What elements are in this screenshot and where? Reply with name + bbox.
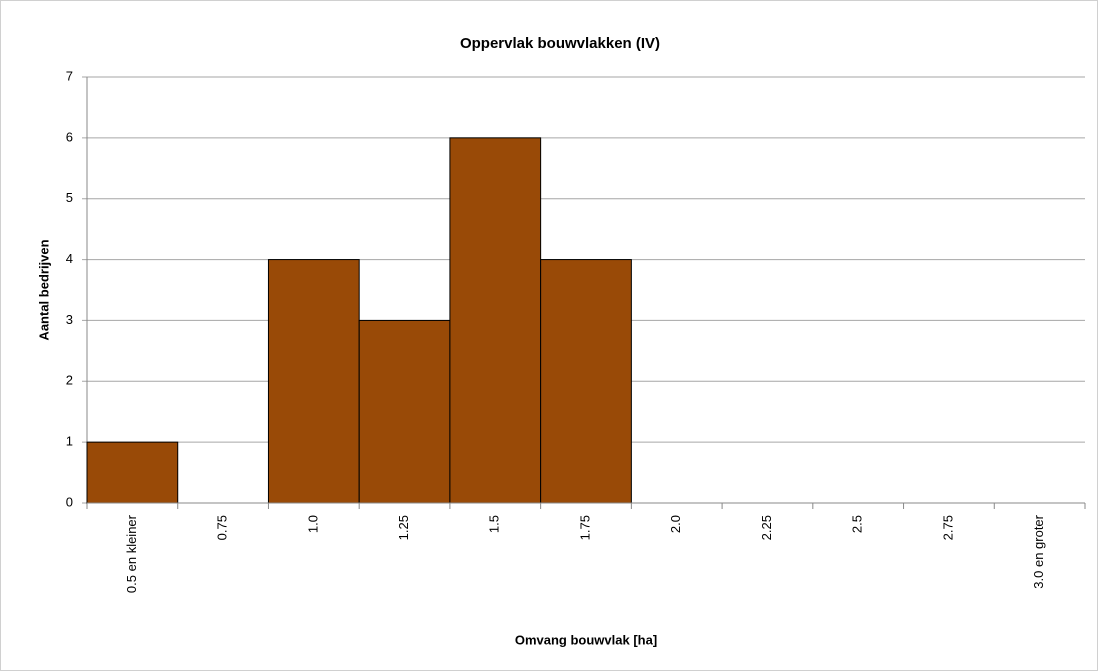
x-axis-title: Omvang bouwvlak [ha] [515,632,657,647]
bar [358,319,451,504]
x-tick-label: 2.0 [668,515,683,533]
x-tick-label: 1.75 [577,515,592,540]
y-tick-label: 5 [66,190,73,205]
x-tick-label: 0.75 [215,515,230,540]
y-tick-label: 3 [66,312,73,327]
x-tick-label: 3.0 en groter [1031,514,1046,588]
x-tick-label: 0.5 en kleiner [124,514,139,593]
y-tick-label: 1 [66,434,73,449]
bar [449,137,542,504]
y-tick-label: 0 [66,494,73,509]
y-tick-label: 6 [66,129,73,144]
bar [267,259,360,504]
x-tick-label: 2.25 [759,515,774,540]
x-tick-label: 1.5 [487,515,502,533]
x-tick-label: 1.25 [396,515,411,540]
y-tick-label: 2 [66,373,73,388]
y-tick-label: 7 [66,68,73,83]
bar [540,259,632,504]
y-tick-label: 4 [66,251,73,266]
x-tick-label: 2.5 [850,515,865,533]
y-axis-title: Aantal bedrijven [36,239,51,340]
chart-title: Oppervlak bouwvlakken (IV) [460,35,660,52]
x-tick-label: 1.0 [305,515,320,533]
bar [86,441,179,504]
x-tick-label: 2.75 [940,515,955,540]
